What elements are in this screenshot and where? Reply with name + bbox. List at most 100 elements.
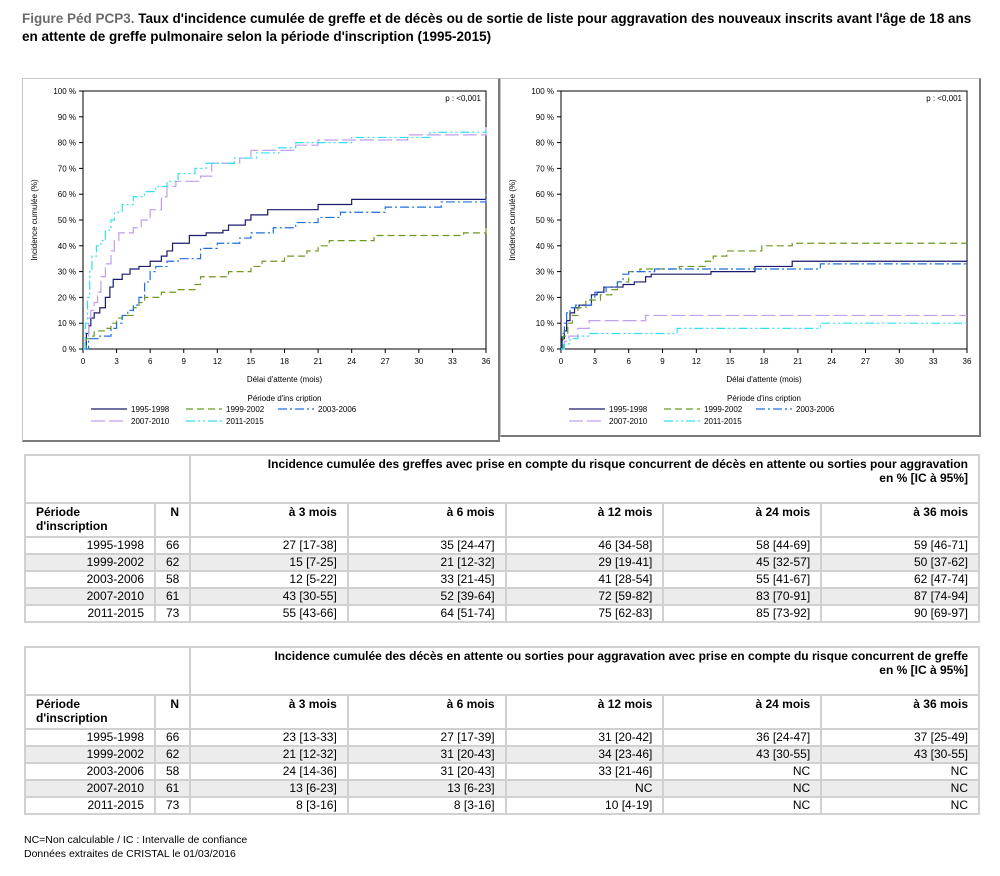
cell-value: 21 [12-32]: [346, 553, 507, 572]
chart-deces: 0 % 10 % 20 % 30 % 40 % 50 % 60 % 70 % 80 % 90 % 1…: [508, 87, 972, 426]
x-tick-label: 3: [593, 357, 598, 366]
series-line-2011-2015: [561, 322, 967, 350]
figure-title: Figure Péd PCP3. Taux d'incidence cumulé…: [22, 10, 982, 46]
col-header-n: N: [154, 502, 191, 538]
cell-value: 10 [4-19]: [504, 796, 665, 815]
x-tick-label: 33: [929, 357, 938, 366]
cell-n: 73: [154, 604, 191, 623]
x-tick-label: 27: [861, 357, 870, 366]
x-tick-label: 9: [660, 357, 665, 366]
y-tick-label: 40 %: [58, 242, 76, 251]
x-tick-label: 18: [280, 357, 289, 366]
col-header: à 6 mois: [346, 694, 507, 730]
x-tick-label: 0: [559, 357, 564, 366]
cell-n: 58: [154, 570, 191, 589]
x-axis-label: Délai d'attente (mois): [247, 375, 323, 384]
cell-n: 62: [154, 553, 191, 572]
col-header: à 12 mois: [504, 694, 665, 730]
x-tick-label: 24: [827, 357, 836, 366]
cell-period: 2011-2015: [24, 796, 156, 815]
table-deces: Incidence cumulée des décès en attente o…: [24, 646, 980, 815]
table-super-header: Incidence cumulée des décès en attente o…: [189, 646, 980, 696]
cell-value: 83 [70-91]: [662, 587, 823, 606]
cell-n: 66: [154, 536, 191, 555]
y-tick-label: 30 %: [536, 268, 554, 277]
plot-area: [560, 90, 968, 350]
cell-value: NC: [820, 762, 980, 781]
y-axis-label: Incidence cumulée (%): [508, 179, 517, 261]
y-tick-label: 20 %: [58, 293, 76, 302]
x-tick-label: 21: [793, 357, 802, 366]
table-row: 2003-2006 58 12 [5-22] 33 [21-45] 41 [28-54]…: [24, 570, 980, 589]
cell-value: 55 [43-66]: [189, 604, 349, 623]
cell-value: 43 [30-55]: [189, 587, 349, 606]
x-tick-label: 12: [692, 357, 701, 366]
y-tick-label: 100 %: [53, 87, 76, 96]
legend-label: 2011-2015: [704, 417, 742, 426]
cell-value: 31 [20-43]: [346, 762, 507, 781]
cell-value: NC: [662, 779, 823, 798]
x-tick-label: 27: [381, 357, 390, 366]
cell-value: 33 [21-45]: [346, 570, 507, 589]
table-row: 1999-2002 62 21 [12-32] 31 [20-43] 34 [23-46…: [24, 745, 980, 764]
cell-value: NC: [820, 779, 980, 798]
y-tick-label: 20 %: [536, 293, 554, 302]
y-tick-label: 80 %: [58, 139, 76, 148]
col-header: à 6 mois: [346, 502, 507, 538]
cell-value: 36 [24-47]: [662, 728, 823, 747]
y-axis-label: Incidence cumulée (%): [30, 179, 39, 261]
x-tick-label: 24: [347, 357, 356, 366]
cell-value: 31 [20-43]: [346, 745, 507, 764]
table-row: 1999-2002 62 15 [7-25] 21 [12-32] 29 [19-41]…: [24, 553, 980, 572]
col-header-period: Période d'inscription: [24, 502, 156, 538]
y-tick-label: 90 %: [536, 113, 554, 122]
table-row: 2011-2015 73 8 [3-16] 8 [3-16] 10 [4-19] NC NC: [24, 796, 980, 815]
table-corner: [24, 454, 191, 504]
col-header: à 3 mois: [189, 502, 349, 538]
y-tick-label: 40 %: [536, 242, 554, 251]
cell-value: 45 [32-57]: [662, 553, 823, 572]
cell-period: 2003-2006: [24, 762, 156, 781]
cell-value: 87 [74-94]: [820, 587, 980, 606]
cell-value: 15 [7-25]: [189, 553, 349, 572]
cell-period: 2011-2015: [24, 604, 156, 623]
cell-value: 62 [47-74]: [820, 570, 980, 589]
footnote-abbrev: NC=Non calculable / IC : Intervalle de c…: [24, 834, 248, 846]
cell-value: 58 [44-69]: [662, 536, 823, 555]
col-header: à 12 mois: [504, 502, 665, 538]
cell-value: NC: [662, 762, 823, 781]
footnote-source: Données extraites de CRISTAL le 01/03/20…: [24, 848, 236, 860]
cell-value: 8 [3-16]: [189, 796, 349, 815]
y-tick-label: 50 %: [58, 216, 76, 225]
y-tick-label: 10 %: [536, 319, 554, 328]
series-line-2003-2006: [561, 263, 967, 350]
cell-value: 46 [34-58]: [504, 536, 665, 555]
cell-n: 61: [154, 779, 191, 798]
cell-period: 2007-2010: [24, 587, 156, 606]
legend-label: 2007-2010: [609, 417, 648, 426]
legend-label: 2007-2010: [131, 417, 170, 426]
x-tick-label: 15: [726, 357, 735, 366]
cell-value: 27 [17-39]: [346, 728, 507, 747]
x-tick-label: 12: [213, 357, 222, 366]
y-tick-label: 30 %: [58, 268, 76, 277]
col-header: à 24 mois: [662, 502, 823, 538]
plot-area: [82, 90, 487, 350]
y-tick-label: 0 %: [62, 345, 76, 354]
legend-title: Période d'ins cription: [727, 394, 801, 403]
cell-value: NC: [820, 796, 980, 815]
y-tick-label: 100 %: [531, 87, 554, 96]
cell-n: 61: [154, 587, 191, 606]
cell-value: 24 [14-36]: [189, 762, 349, 781]
x-tick-label: 36: [482, 357, 491, 366]
cell-value: 12 [5-22]: [189, 570, 349, 589]
figure-title-text: Taux d'incidence cumulée de greffe et de…: [22, 11, 972, 44]
table-corner: [24, 646, 191, 696]
cell-period: 1999-2002: [24, 553, 156, 572]
chart-panel-greffe: 0 % 10 % 20 % 30 % 40 % 50 % 60 % 70 % 80 % 90 % 1…: [22, 78, 500, 442]
col-header: à 24 mois: [662, 694, 823, 730]
col-header: à 36 mois: [820, 502, 980, 538]
cell-value: 35 [24-47]: [346, 536, 507, 555]
col-header: à 3 mois: [189, 694, 349, 730]
cell-value: 59 [46-71]: [820, 536, 980, 555]
